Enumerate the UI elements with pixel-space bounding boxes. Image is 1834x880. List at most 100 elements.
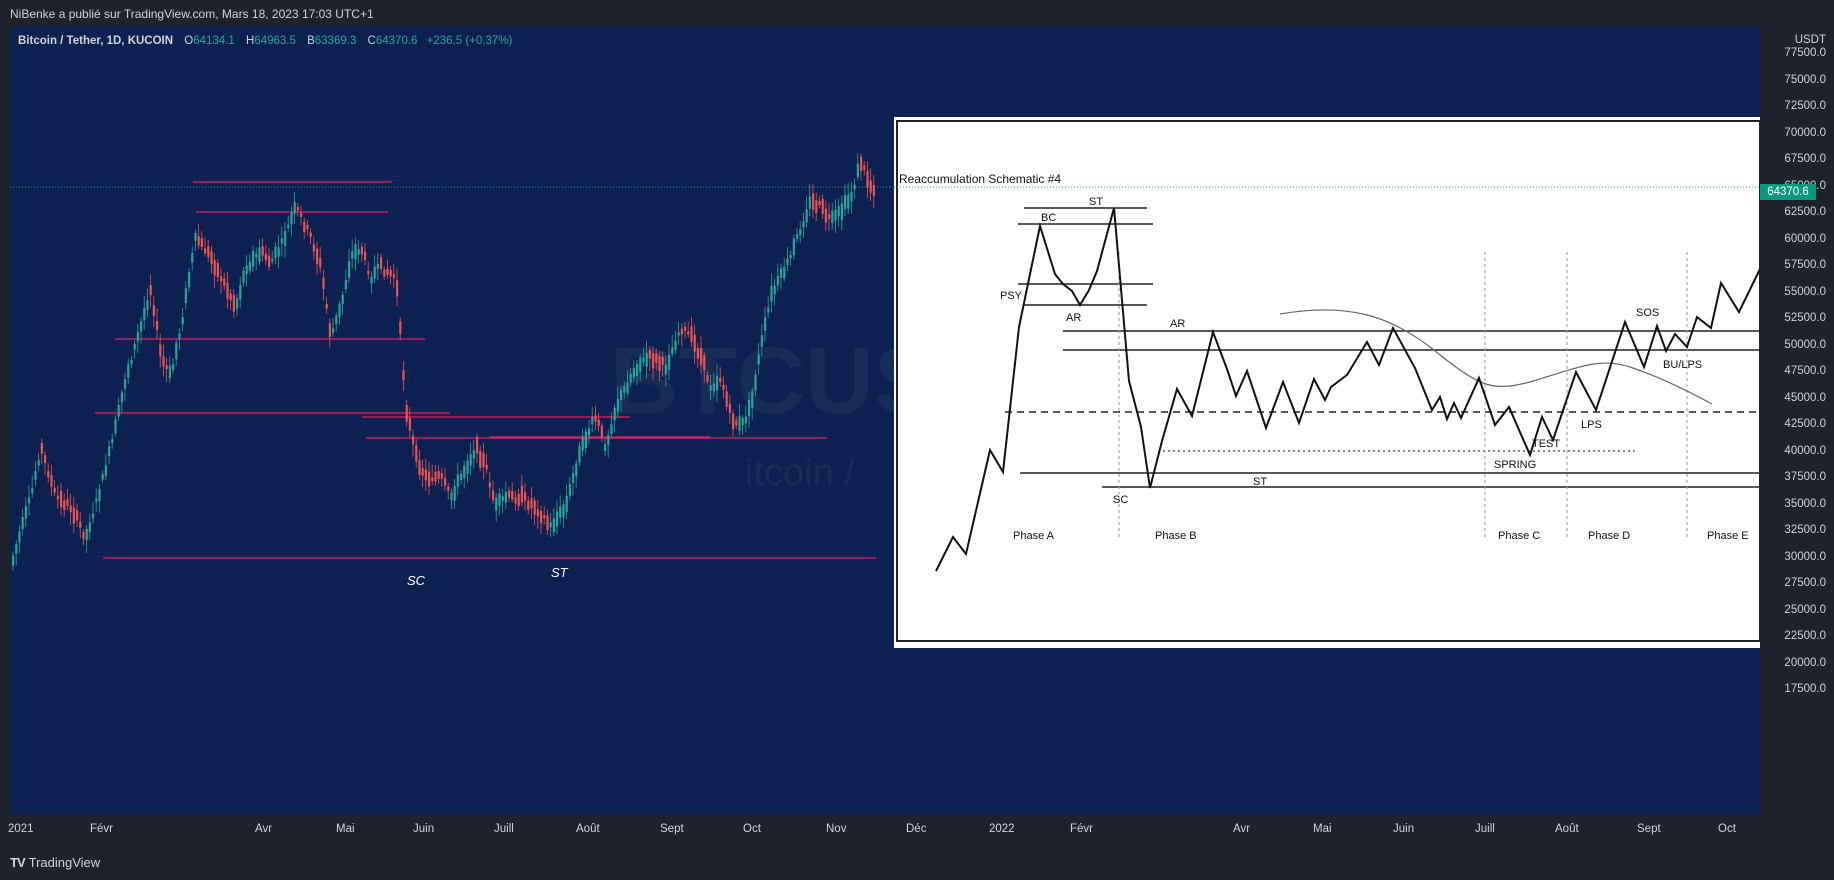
candle-body xyxy=(258,247,261,262)
chart-pane[interactable]: BTCUS itcoin / SC ST Reaccumulation Sche… xyxy=(10,27,1760,815)
label-bc: BC xyxy=(1041,212,1056,224)
candle-body xyxy=(840,203,843,221)
candle-body xyxy=(194,233,197,241)
price-axis-label: 32500.0 xyxy=(1784,524,1826,536)
price-axis-label: 50000.0 xyxy=(1784,338,1826,351)
candle-body xyxy=(773,285,776,295)
candle-body xyxy=(578,445,581,463)
candle-body xyxy=(72,507,75,524)
candle-body xyxy=(268,255,271,267)
candle-body xyxy=(524,492,527,502)
candle-body xyxy=(392,274,395,278)
candle-body xyxy=(559,506,562,518)
candle-body xyxy=(696,348,699,359)
low-value: 63369.3 xyxy=(314,35,357,47)
price-chart[interactable]: SC ST Reaccumulation Schematic #4 xyxy=(10,27,1760,815)
candle-body xyxy=(405,404,408,422)
candle-body xyxy=(450,492,453,501)
candle-body xyxy=(184,288,187,303)
label-psy: PSY xyxy=(1000,290,1023,302)
time-axis-label: Sept xyxy=(1637,823,1661,835)
candle-body xyxy=(482,453,485,468)
candle-body xyxy=(808,196,811,209)
candle-body xyxy=(565,495,568,512)
price-axis-label: 22500.0 xyxy=(1784,630,1826,642)
tradingview-logo[interactable]: TV TradingView xyxy=(10,855,100,870)
time-axis-label: Mai xyxy=(336,823,355,835)
candle-body xyxy=(296,206,299,211)
candle-body xyxy=(213,260,216,276)
candle-body xyxy=(770,285,773,302)
candle-body xyxy=(661,356,664,365)
candle-body xyxy=(837,206,840,217)
candle-body xyxy=(597,419,600,426)
candle-body xyxy=(162,356,165,367)
candle-body xyxy=(37,460,40,466)
candle-body xyxy=(92,513,95,519)
candle-body xyxy=(466,460,469,474)
candle-body xyxy=(511,490,514,500)
open-label: O xyxy=(184,35,194,47)
candle-body xyxy=(328,323,331,338)
symbol-name[interactable]: Bitcoin / Tether, 1D, KUCOIN xyxy=(18,35,174,47)
candle-body xyxy=(856,163,859,178)
candle-body xyxy=(492,490,495,501)
price-axis-label: 42500.0 xyxy=(1784,418,1826,430)
time-axis-label: Août xyxy=(1555,823,1579,835)
candle-body xyxy=(552,518,555,533)
candle-body xyxy=(309,232,312,238)
candle-body xyxy=(332,328,335,333)
price-axis-label: 57500.0 xyxy=(1784,259,1826,271)
candle-body xyxy=(306,224,309,230)
brand-name: TradingView xyxy=(28,855,101,870)
candle-body xyxy=(60,490,63,508)
candle-body xyxy=(31,488,34,493)
candle-body xyxy=(127,364,130,378)
time-axis-label: Oct xyxy=(743,823,761,835)
candle-body xyxy=(82,532,85,539)
candle-body xyxy=(844,195,847,210)
price-axis-label: 67500.0 xyxy=(1784,153,1826,165)
price-axis-label: 17500.0 xyxy=(1784,683,1826,695)
candle-body xyxy=(690,326,693,342)
label-lps: LPS xyxy=(1581,419,1602,431)
candle-body xyxy=(479,450,482,468)
candle-body xyxy=(594,415,597,422)
candle-body xyxy=(140,321,143,332)
publish-info: NiBenke a publié sur TradingView.com, Ma… xyxy=(10,7,374,21)
candle-body xyxy=(424,469,427,481)
candle-body xyxy=(220,276,223,282)
low-label: B xyxy=(307,35,315,47)
time-axis-label: Sept xyxy=(660,823,684,835)
candle-body xyxy=(200,238,203,247)
candle-body xyxy=(300,213,303,217)
candle-body xyxy=(335,315,338,324)
candle-body xyxy=(284,230,287,246)
open-value: 64134.1 xyxy=(193,35,235,47)
label-test: TEST xyxy=(1532,438,1560,450)
label-ar: AR xyxy=(1170,318,1185,330)
price-axis[interactable]: USDT 77500.0 75000.0 72500.0 70000.0 67500.0… xyxy=(1760,27,1834,815)
candle-body xyxy=(872,185,875,196)
candle-body xyxy=(642,357,645,363)
phase-a: Phase A xyxy=(1013,530,1055,542)
candle-body xyxy=(152,305,155,316)
candlesticks xyxy=(12,153,875,571)
candle-body xyxy=(543,515,546,519)
candle-body xyxy=(639,357,642,373)
candle-body xyxy=(69,505,72,513)
time-axis-label: Nov xyxy=(826,823,847,835)
symbol-legend[interactable]: Bitcoin / Tether, 1D, KUCOIN O64134.1 H6… xyxy=(18,35,512,47)
candle-body xyxy=(741,417,744,426)
price-axis-label: 27500.0 xyxy=(1784,577,1826,589)
candle-body xyxy=(866,170,869,188)
label-bu-lps: BU/LPS xyxy=(1663,359,1702,371)
candle-body xyxy=(703,355,706,371)
candle-body xyxy=(373,266,376,279)
candle-body xyxy=(386,268,389,275)
time-axis-label: Mai xyxy=(1313,823,1332,835)
time-axis[interactable]: 2021 Févr Avr Mai Juin Juill Août Sept Oct Nov Déc… xyxy=(0,815,1834,845)
time-axis-label: 2021 xyxy=(8,823,34,835)
phase-d: Phase D xyxy=(1588,530,1630,542)
candle-body xyxy=(287,224,290,228)
